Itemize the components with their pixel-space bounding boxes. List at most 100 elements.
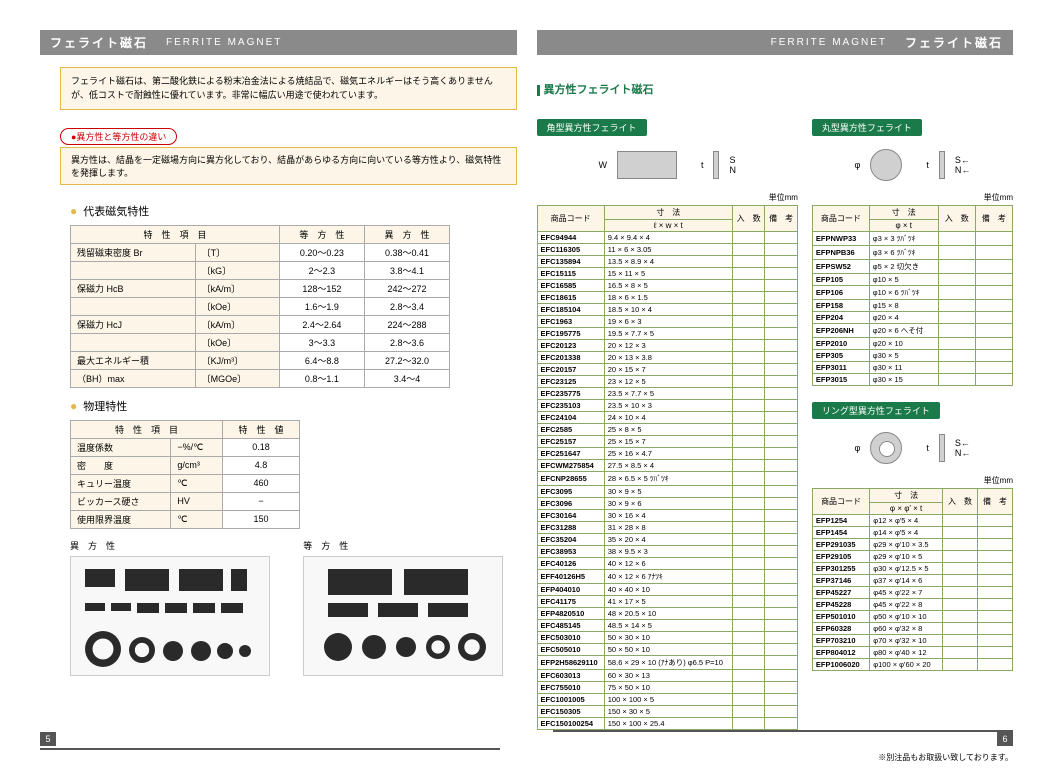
- table-row: EFP1454φ14 × φ'5 × 4: [812, 527, 1012, 539]
- table-row: EFPSW52φ5 × 2 切欠き: [812, 260, 1012, 274]
- table-row: EFPNWP33φ3 × 3 ﾂﾊﾞﾂｷ: [812, 232, 1012, 246]
- rg-diagram: φ tS←N←: [812, 423, 1013, 473]
- rd-diagram: φ tS←N←: [812, 140, 1013, 190]
- photo-label-right: 等 方 性: [303, 539, 516, 552]
- table-row: EFC3016430 × 16 × 4: [537, 510, 797, 522]
- table-row: EFP45228φ45 × φ'22 × 8: [812, 599, 1012, 611]
- table-row: EFPNPB36φ3 × 6 ﾂﾊﾞﾂｷ: [812, 246, 1012, 260]
- table-row: EFC4012640 × 12 × 6: [537, 558, 797, 570]
- phys-title: ●物理特性: [70, 398, 517, 414]
- table-row: EFP482051048 × 20.5 × 10: [537, 608, 797, 620]
- page-num-right: 6: [997, 732, 1013, 746]
- table-row: EFC25164725 × 16 × 4.7: [537, 448, 797, 460]
- table-row: EFC13589413.5 × 8.9 × 4: [537, 256, 797, 268]
- table-row: EFC150305150 × 30 × 5: [537, 706, 797, 718]
- header-en: FERRITE MAGNET: [166, 37, 282, 48]
- sq-label: 角型異方性フェライト: [537, 119, 647, 136]
- table-row: EFC50501050 × 50 × 10: [537, 644, 797, 656]
- table-row: EFC48514548.5 × 14 × 5: [537, 620, 797, 632]
- table-row: EFC3520435 × 20 × 4: [537, 534, 797, 546]
- rd-label: 丸型異方性フェライト: [812, 119, 922, 136]
- table-row: EFP3011φ30 × 11: [812, 362, 1012, 374]
- table-row: EFC196319 × 6 × 3: [537, 316, 797, 328]
- page-footer: 5 6: [0, 748, 1053, 750]
- table-row: EFC23510323.5 × 10 × 3: [537, 400, 797, 412]
- table-row: EFP105φ10 × 5: [812, 274, 1012, 286]
- table-row: EFP291035φ29 × φ'10 × 3.5: [812, 539, 1012, 551]
- table-row: EFC11630511 × 6 × 3.05: [537, 244, 797, 256]
- table-row: EFP3015φ30 × 15: [812, 374, 1012, 386]
- table-row: EFC3895338 × 9.5 × 3: [537, 546, 797, 558]
- photo-anisotropic: [70, 556, 270, 676]
- table-row: EFP703210φ70 × φ'32 × 10: [812, 635, 1012, 647]
- table-row: EFP2010φ20 × 10: [812, 338, 1012, 350]
- table-row: EFC1001005100 × 100 × 5: [537, 694, 797, 706]
- table-row: EFC1861518 × 6 × 1.5: [537, 292, 797, 304]
- table-row: EFC2012320 × 12 × 3: [537, 340, 797, 352]
- table-row: EFC150100254150 × 100 × 25.4: [537, 718, 797, 730]
- rep-title: ●代表磁気特性: [70, 203, 517, 219]
- table-row: EFC949449.4 × 9.4 × 4: [537, 232, 797, 244]
- table-row: EFC2312523 × 12 × 5: [537, 376, 797, 388]
- table-row: EFC20133820 × 13 × 3.8: [537, 352, 797, 364]
- table-row: EFP1254φ12 × φ'5 × 4: [812, 515, 1012, 527]
- table-row: EFP158φ15 × 8: [812, 300, 1012, 312]
- table-row: EFP60328φ60 × φ'32 × 8: [812, 623, 1012, 635]
- table-row: EFP501010φ50 × φ'10 × 10: [812, 611, 1012, 623]
- table-row: EFP301255φ30 × φ'12.5 × 5: [812, 563, 1012, 575]
- table-row: EFP106φ10 × 6 ﾂﾊﾞﾂｷ: [812, 286, 1012, 300]
- photo-isotropic: [303, 556, 503, 676]
- photo-row: 異 方 性: [70, 539, 517, 676]
- table-row: EFP45227φ45 × φ'22 × 7: [812, 587, 1012, 599]
- table-row: EFC1658516.5 × 8 × 5: [537, 280, 797, 292]
- table-row: EFC3128831 × 28 × 8: [537, 522, 797, 534]
- table-row: EFC18510418.5 × 10 × 4: [537, 304, 797, 316]
- table-row: EFP305φ30 × 5: [812, 350, 1012, 362]
- table-row: EFC309530 × 9 × 5: [537, 486, 797, 498]
- table-row: EFP37146φ37 × φ'14 × 6: [812, 575, 1012, 587]
- table-row: EFC1511515 × 11 × 5: [537, 268, 797, 280]
- table-row: EFC60301360 × 30 × 13: [537, 670, 797, 682]
- phys-table: 特 性 項 目 特 性 値 温度係数−%/℃0.18密 度g/cm³4.8キュリ…: [70, 420, 300, 529]
- table-row: EFC2015720 × 15 × 7: [537, 364, 797, 376]
- table-row: EFC258525 × 8 × 5: [537, 424, 797, 436]
- table-row: EFP206NHφ20 × 6 へそ付: [812, 324, 1012, 338]
- rd-table: 商品コード寸 法入 数備 考 φ × t EFPNWP33φ3 × 3 ﾂﾊﾞﾂ…: [812, 205, 1013, 386]
- rg-table: 商品コード寸 法入 数備 考 φ × φ' × t EFP1254φ12 × φ…: [812, 488, 1013, 671]
- photo-label-left: 異 方 性: [70, 539, 283, 552]
- table-row: EFC50301050 × 30 × 10: [537, 632, 797, 644]
- table-row: EFC23577523.5 × 7.7 × 5: [537, 388, 797, 400]
- right-page: FERRITE MAGNET フェライト磁石 異方性フェライト磁石 角型異方性フ…: [537, 30, 1014, 763]
- footnote: ※別注品もお取扱い致しております。: [537, 752, 1014, 763]
- sq-diagram: W tSN: [537, 140, 798, 190]
- table-row: EFC2515725 × 15 × 7: [537, 436, 797, 448]
- page-num-left: 5: [40, 732, 56, 746]
- table-row: EFC75501075 × 50 × 10: [537, 682, 797, 694]
- header-en-r: FERRITE MAGNET: [771, 37, 887, 48]
- table-row: EFP1006020φ100 × φ'60 × 20: [812, 659, 1012, 671]
- table-row: EFC2410424 × 10 × 4: [537, 412, 797, 424]
- aniso-title: 異方性フェライト磁石: [537, 81, 1014, 97]
- table-row: EFCNP2865528 × 6.5 × 5 ﾂﾊﾞﾂｷ: [537, 472, 797, 486]
- header-jp-r: フェライト磁石: [905, 34, 1003, 51]
- sq-table: 商品コード寸 法入 数備 考 ℓ × w × t EFC949449.4 × 9…: [537, 205, 798, 730]
- table-row: EFP2H5862911058.6 × 29 × 10 (ｱﾅあり) φ6.5 …: [537, 656, 797, 670]
- table-row: EFC19577519.5 × 7.7 × 5: [537, 328, 797, 340]
- left-page: フェライト磁石 FERRITE MAGNET フェライト磁石は、第二酸化鉄による…: [40, 30, 517, 763]
- intro-text: フェライト磁石は、第二酸化鉄による粉末冶金法による焼結品で、磁気エネルギーはそう…: [60, 67, 517, 110]
- rep-table: 特 性 項 目 等 方 性 異 方 性 残留磁束密度 Br〔T〕0.20～0.2…: [70, 225, 450, 388]
- header-jp: フェライト磁石: [50, 34, 148, 51]
- table-row: EFP804012φ80 × φ'40 × 12: [812, 647, 1012, 659]
- diff-note: 異方性は、結晶を一定磁場方向に異方化しており、結晶があらゆる方向に向いている等方…: [60, 147, 517, 185]
- table-row: EFP29105φ29 × φ'10 × 5: [812, 551, 1012, 563]
- header-right: FERRITE MAGNET フェライト磁石: [537, 30, 1014, 55]
- table-row: EFP204φ20 × 4: [812, 312, 1012, 324]
- rg-label: リング型異方性フェライト: [812, 402, 940, 419]
- header-left: フェライト磁石 FERRITE MAGNET: [40, 30, 517, 55]
- table-row: EFP40401040 × 40 × 10: [537, 584, 797, 596]
- table-row: EFC309630 × 9 × 6: [537, 498, 797, 510]
- table-row: EFF40126H540 × 12 × 6 ｱﾅﾂｷ: [537, 570, 797, 584]
- table-row: EFC4117541 × 17 × 5: [537, 596, 797, 608]
- diff-label: ●異方性と等方性の違い: [60, 128, 177, 145]
- table-row: EFCWM27585427.5 × 8.5 × 4: [537, 460, 797, 472]
